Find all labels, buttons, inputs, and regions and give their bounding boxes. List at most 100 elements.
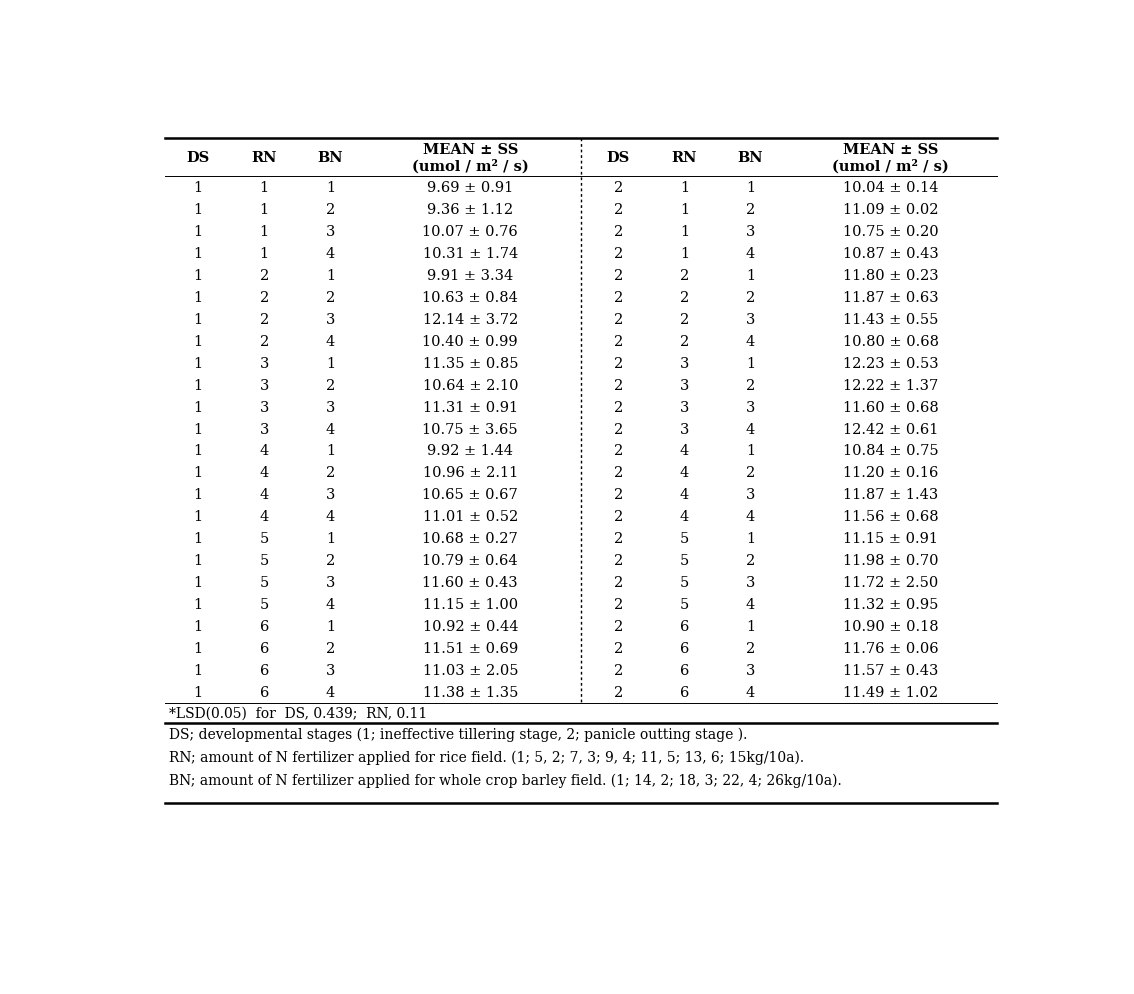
Text: 2: 2 [613,488,623,502]
Text: 3: 3 [325,576,335,589]
Text: 10.75 ± 3.65: 10.75 ± 3.65 [423,422,518,436]
Text: 4: 4 [260,466,269,480]
Text: 10.80 ± 0.68: 10.80 ± 0.68 [843,334,939,348]
Text: 5: 5 [679,597,689,611]
Text: 6: 6 [679,619,689,633]
Text: 1: 1 [260,225,269,239]
Text: 3: 3 [260,422,269,436]
Text: 10.92 ± 0.44: 10.92 ± 0.44 [423,619,518,633]
Text: 2: 2 [613,532,623,546]
Text: 10.63 ± 0.84: 10.63 ± 0.84 [422,290,518,304]
Text: 4: 4 [260,510,269,524]
Text: BN: BN [318,151,344,165]
Text: 1: 1 [194,554,203,568]
Text: 10.04 ± 0.14: 10.04 ± 0.14 [843,181,938,195]
Text: 3: 3 [746,401,755,414]
Text: 10.90 ± 0.18: 10.90 ± 0.18 [843,619,938,633]
Text: 3: 3 [260,401,269,414]
Text: 6: 6 [679,663,689,677]
Text: 1: 1 [194,510,203,524]
Text: 11.60 ± 0.43: 11.60 ± 0.43 [423,576,518,589]
Text: DS: DS [607,151,631,165]
Text: 2: 2 [613,685,623,699]
Text: 1: 1 [194,401,203,414]
Text: BN: BN [738,151,763,165]
Text: 6: 6 [260,641,269,655]
Text: 1: 1 [194,444,203,458]
Text: 1: 1 [746,619,755,633]
Text: 11.51 ± 0.69: 11.51 ± 0.69 [423,641,518,655]
Text: 3: 3 [325,663,335,677]
Text: 3: 3 [325,488,335,502]
Text: 11.43 ± 0.55: 11.43 ± 0.55 [843,312,938,326]
Text: 1: 1 [746,268,755,282]
Text: 3: 3 [679,379,689,393]
Text: 1: 1 [325,356,335,371]
Text: 3: 3 [746,225,755,239]
Text: 6: 6 [679,641,689,655]
Text: 1: 1 [680,225,689,239]
Text: 11.57 ± 0.43: 11.57 ± 0.43 [843,663,938,677]
Text: 1: 1 [194,663,203,677]
Text: *LSD(0.05)  for  DS, 0.439;  RN, 0.11: *LSD(0.05) for DS, 0.439; RN, 0.11 [169,706,428,720]
Text: DS: DS [186,151,210,165]
Text: 4: 4 [325,597,335,611]
Text: 3: 3 [325,312,335,326]
Text: 2: 2 [613,554,623,568]
Text: 2: 2 [325,466,335,480]
Text: 5: 5 [260,554,269,568]
Text: 2: 2 [613,290,623,304]
Text: 11.03 ± 2.05: 11.03 ± 2.05 [423,663,518,677]
Text: 1: 1 [194,576,203,589]
Text: 2: 2 [613,444,623,458]
Text: 9.92 ± 1.44: 9.92 ± 1.44 [428,444,514,458]
Text: 3: 3 [746,488,755,502]
Text: 1: 1 [194,181,203,195]
Text: 2: 2 [613,619,623,633]
Text: 1: 1 [325,532,335,546]
Text: 5: 5 [260,532,269,546]
Text: 1: 1 [194,334,203,348]
Text: RN: RN [252,151,277,165]
Text: 1: 1 [194,225,203,239]
Text: RN: RN [671,151,697,165]
Text: 4: 4 [746,510,755,524]
Text: 2: 2 [679,334,689,348]
Text: 1: 1 [194,466,203,480]
Text: 2: 2 [613,225,623,239]
Text: 1: 1 [680,247,689,260]
Text: 11.20 ± 0.16: 11.20 ± 0.16 [843,466,938,480]
Text: DS; developmental stages (1; ineffective tillering stage, 2; panicle outting sta: DS; developmental stages (1; ineffective… [169,728,747,742]
Text: 1: 1 [194,312,203,326]
Text: 2: 2 [746,379,755,393]
Text: 3: 3 [325,401,335,414]
Text: 1: 1 [746,181,755,195]
Text: 10.68 ± 0.27: 10.68 ± 0.27 [422,532,518,546]
Text: 1: 1 [680,203,689,217]
Text: 2: 2 [613,268,623,282]
Text: 5: 5 [260,576,269,589]
Text: 2: 2 [613,422,623,436]
Text: 3: 3 [679,401,689,414]
Text: 3: 3 [746,576,755,589]
Text: 1: 1 [260,203,269,217]
Text: 4: 4 [325,247,335,260]
Text: 2: 2 [746,554,755,568]
Text: 2: 2 [613,663,623,677]
Text: 9.91 ± 3.34: 9.91 ± 3.34 [428,268,514,282]
Text: 5: 5 [679,532,689,546]
Text: 1: 1 [194,532,203,546]
Text: 1: 1 [746,444,755,458]
Text: 4: 4 [746,685,755,699]
Text: 2: 2 [325,290,335,304]
Text: 12.42 ± 0.61: 12.42 ± 0.61 [843,422,938,436]
Text: 2: 2 [325,554,335,568]
Text: 2: 2 [679,312,689,326]
Text: 3: 3 [679,356,689,371]
Text: 10.96 ± 2.11: 10.96 ± 2.11 [423,466,518,480]
Text: 2: 2 [325,203,335,217]
Text: 11.38 ± 1.35: 11.38 ± 1.35 [423,685,518,699]
Text: 6: 6 [260,663,269,677]
Text: 3: 3 [746,663,755,677]
Text: 5: 5 [679,554,689,568]
